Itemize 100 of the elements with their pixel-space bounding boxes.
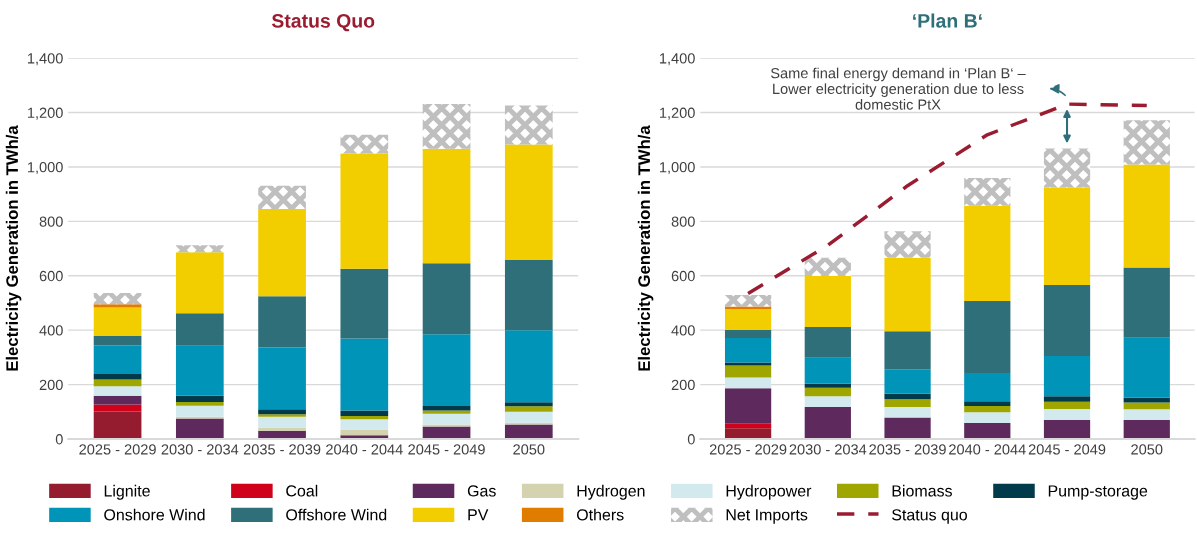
bar	[504, 144, 553, 260]
bar	[422, 426, 471, 440]
x-tick-label: 2035 - 2039	[869, 444, 946, 455]
bar	[884, 417, 931, 440]
y-tick-label: 1,400	[660, 53, 695, 66]
legend-label: Offshore Wind	[286, 508, 387, 521]
bar	[804, 326, 851, 358]
legend-label: Others	[576, 508, 624, 521]
bar	[258, 416, 306, 428]
bar	[1123, 267, 1170, 338]
bar	[93, 386, 142, 396]
x-tick-label: 2040 - 2044	[326, 444, 403, 455]
bar	[1043, 401, 1091, 410]
bar	[724, 423, 772, 429]
bar	[258, 347, 306, 410]
bar	[964, 401, 1011, 407]
bar	[258, 185, 306, 210]
y-tick-label: 1,200	[660, 107, 695, 120]
x-tick-label: 2030 - 2034	[161, 444, 239, 455]
y-tick-label: 1,200	[27, 107, 63, 120]
bar	[340, 268, 389, 339]
bar	[175, 313, 224, 346]
bar	[340, 410, 389, 416]
bar	[504, 330, 553, 403]
bar	[724, 377, 772, 389]
bar	[964, 406, 1011, 413]
x-tick-label: 2050	[513, 444, 545, 455]
legend-label: Hydropower	[726, 484, 812, 500]
bar	[804, 396, 851, 407]
bar	[175, 405, 224, 417]
bar	[422, 104, 471, 149]
bar	[804, 357, 851, 384]
x-tick-label: 2040 - 2044	[949, 444, 1026, 455]
bar	[964, 372, 1011, 402]
x-tick-label: 2045 - 2049	[408, 444, 485, 455]
bar	[422, 410, 471, 414]
y-axis-title: Electricity Generation in TWh/a	[637, 125, 654, 371]
bar	[724, 329, 772, 339]
bar	[258, 414, 306, 417]
bar	[258, 427, 306, 431]
bar	[340, 338, 389, 411]
bar	[93, 307, 142, 336]
legend-label: Lignite	[104, 484, 150, 500]
bar	[804, 257, 851, 277]
legend-label: Biomass	[892, 484, 952, 497]
bar	[504, 406, 553, 412]
bar	[258, 409, 306, 415]
bar	[1123, 397, 1170, 403]
bar	[964, 205, 1011, 302]
bar	[884, 399, 931, 407]
bar	[1043, 356, 1091, 397]
bar	[804, 383, 851, 388]
bar	[504, 259, 553, 331]
bar	[175, 402, 224, 406]
y-tick-label: 0	[687, 434, 695, 445]
legend-label: Hydrogen	[577, 484, 645, 500]
bar	[1043, 187, 1091, 286]
bar	[504, 402, 553, 407]
bar	[964, 422, 1011, 440]
bar	[804, 406, 851, 440]
chart-title: Status Quo	[271, 13, 375, 32]
x-tick-label: 2035 - 2039	[243, 444, 321, 455]
bar	[504, 424, 553, 440]
y-tick-label: 200	[671, 379, 695, 391]
bar	[724, 295, 772, 307]
bar	[175, 418, 224, 440]
bar	[504, 105, 553, 145]
bar	[422, 334, 471, 407]
bar	[93, 395, 142, 405]
x-tick-label: 2025 - 2029	[79, 444, 156, 455]
y-tick-label: 600	[39, 270, 63, 282]
bar	[422, 148, 471, 264]
bar	[964, 412, 1011, 423]
bar	[884, 393, 931, 400]
bar	[884, 331, 931, 370]
bar	[422, 406, 471, 411]
bar	[804, 276, 851, 327]
bar	[340, 153, 389, 269]
legend-label: Onshore Wind	[104, 508, 205, 521]
bar	[884, 231, 931, 258]
bar	[724, 309, 772, 330]
bar	[1123, 337, 1170, 398]
bar	[1043, 148, 1091, 188]
bar	[175, 252, 224, 314]
bar	[504, 411, 553, 423]
bar	[340, 134, 389, 154]
bar	[724, 388, 772, 424]
bar	[724, 362, 772, 366]
bar	[724, 428, 772, 440]
x-tick-label: 2025 - 2029	[709, 444, 787, 455]
bar	[1123, 164, 1170, 268]
bar	[964, 301, 1011, 373]
bar	[340, 415, 389, 420]
legend-label: Gas	[467, 485, 496, 497]
bar	[340, 419, 389, 430]
bar	[175, 345, 224, 396]
bar	[1043, 419, 1091, 440]
bar	[964, 178, 1011, 206]
bar	[93, 345, 142, 374]
y-tick-label: 800	[39, 216, 63, 227]
